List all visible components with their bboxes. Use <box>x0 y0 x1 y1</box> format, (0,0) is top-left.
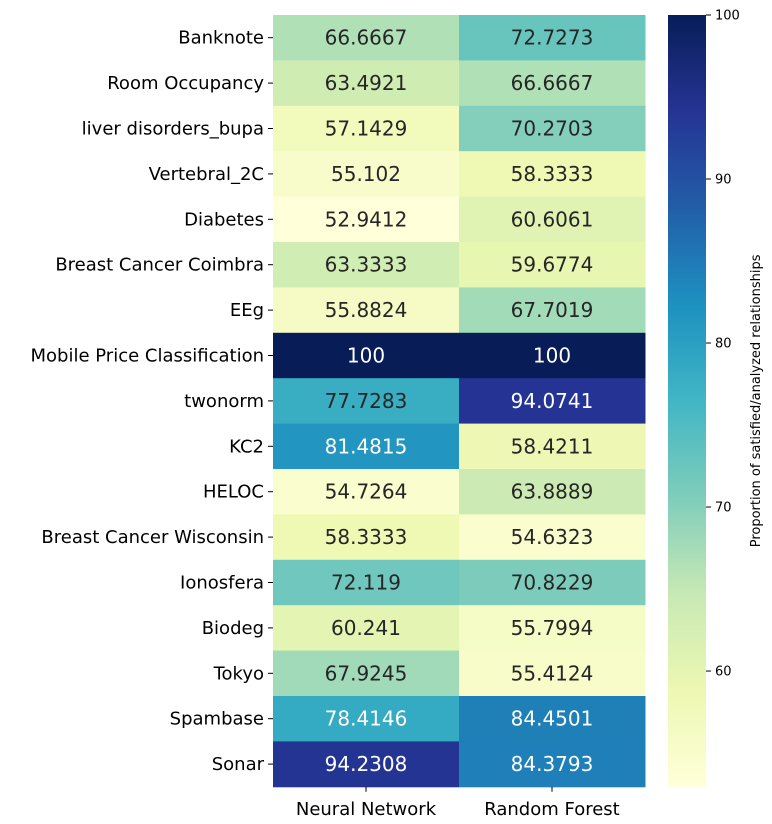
cell-value-label: 58.3333 <box>511 162 594 186</box>
heatmap-cell <box>459 332 646 379</box>
colorbar-tick-label: 100 <box>715 9 740 24</box>
cell-value-label: 67.7019 <box>511 298 594 322</box>
cell-value-label: 84.3793 <box>511 752 594 776</box>
cell-value-label: 100 <box>533 344 571 368</box>
heatmap-cell <box>459 650 646 697</box>
heatmap-cell <box>273 15 460 61</box>
colorbar-tick-label: 60 <box>715 665 732 680</box>
cell-value-label: 94.2308 <box>325 752 408 776</box>
heatmap-cell <box>273 151 460 198</box>
row-label: HELOC <box>203 482 264 503</box>
colorbar-ticks: 60 70 80 90 100 <box>706 9 740 680</box>
row-labels: Banknote Room Occupancy liver disorders_bu… <box>31 28 273 775</box>
cell-value-label: 58.3333 <box>325 525 408 549</box>
cell-value-label: 58.4211 <box>511 434 594 458</box>
heatmap-cell <box>273 242 460 288</box>
heatmap-cell <box>273 741 460 788</box>
heatmap-cell <box>273 559 460 606</box>
colorbar-label: Proportion of satisfied/analyzed relatio… <box>749 254 764 547</box>
row-label: Sonar <box>212 754 265 775</box>
heatmap-cell <box>273 696 460 742</box>
heatmap-cell <box>273 514 460 561</box>
column-labels: Neural Network Random Forest <box>296 786 620 820</box>
row-label: Room Occupancy <box>107 73 264 94</box>
colorbar <box>668 15 706 787</box>
cell-value-label: 100 <box>347 344 385 368</box>
heatmap-cell <box>273 60 460 107</box>
heatmap-cell <box>273 378 460 425</box>
cell-value-label: 59.6774 <box>511 253 594 277</box>
heatmap-cell <box>459 378 646 425</box>
cell-value-label: 84.4501 <box>511 707 594 731</box>
colorbar-tick-label: 70 <box>715 501 732 516</box>
row-label: Breast Cancer Wisconsin <box>41 527 264 548</box>
heatmap-cell <box>459 242 646 288</box>
heatmap-cell <box>459 15 646 61</box>
cell-value-label: 55.102 <box>331 162 401 186</box>
cell-value-label: 63.8889 <box>511 480 594 504</box>
heatmap-cell <box>273 423 460 470</box>
cell-value-label: 66.6667 <box>511 71 594 95</box>
heatmap-cell <box>459 105 646 152</box>
row-label: Ionosfera <box>180 573 264 594</box>
heatmap-cell <box>459 423 646 470</box>
cell-value-label: 52.9412 <box>325 207 408 231</box>
row-label: Breast Cancer Coimbra <box>55 255 264 276</box>
cell-value-label: 60.241 <box>331 616 401 640</box>
row-label: Spambase <box>170 709 264 730</box>
heatmap-cell <box>459 60 646 107</box>
heatmap-cell <box>459 469 646 515</box>
row-label: Biodeg <box>202 618 264 639</box>
cell-value-label: 70.2703 <box>511 117 594 141</box>
cell-value-label: 67.9245 <box>325 661 408 685</box>
heatmap-cell <box>459 696 646 742</box>
cell-value-label: 66.6667 <box>325 26 408 50</box>
row-label: Diabetes <box>184 209 264 230</box>
cell-value-label: 72.119 <box>331 571 401 595</box>
heatmap-cell <box>273 196 460 243</box>
cell-value-label: 54.6323 <box>511 525 594 549</box>
cell-value-label: 70.8229 <box>511 571 594 595</box>
heatmap-cell <box>273 469 460 515</box>
heatmap-cells: 66.6667 72.7273 63.4921 66.6667 57.1429 70.27… <box>273 15 646 788</box>
cell-value-label: 55.4124 <box>511 661 594 685</box>
column-label: Neural Network <box>296 799 437 820</box>
cell-value-label: 94.0741 <box>511 389 594 413</box>
row-label: Banknote <box>178 28 264 49</box>
cell-value-label: 63.4921 <box>325 71 408 95</box>
row-label: KC2 <box>229 436 264 457</box>
heatmap-cell <box>459 605 646 652</box>
heatmap-cell <box>459 287 646 334</box>
row-label: Tokyo <box>213 663 264 684</box>
heatmap-cell <box>273 287 460 334</box>
row-label: Vertebral_2C <box>149 164 264 185</box>
row-label: twonorm <box>184 391 264 412</box>
cell-value-label: 57.1429 <box>325 117 408 141</box>
colorbar-tick-label: 90 <box>715 173 732 188</box>
column-label: Random Forest <box>484 799 619 820</box>
heatmap-cell <box>459 151 646 198</box>
cell-value-label: 60.6061 <box>511 207 594 231</box>
row-label: EEg <box>230 300 264 321</box>
heatmap-cell <box>459 514 646 561</box>
row-label: Mobile Price Classification <box>31 346 265 367</box>
cell-value-label: 77.7283 <box>325 389 408 413</box>
heatmap-cell <box>273 105 460 152</box>
colorbar-tick-label: 80 <box>715 337 732 352</box>
cell-value-label: 78.4146 <box>325 707 408 731</box>
heatmap-cell <box>459 559 646 606</box>
cell-value-label: 54.7264 <box>325 480 408 504</box>
heatmap-cell <box>459 196 646 243</box>
cell-value-label: 55.7994 <box>511 616 594 640</box>
row-label: liver disorders_bupa <box>82 119 264 140</box>
cell-value-label: 81.4815 <box>325 434 408 458</box>
heatmap-cell <box>459 741 646 788</box>
cell-value-label: 72.7273 <box>511 26 594 50</box>
heatmap-cell <box>273 605 460 652</box>
cell-value-label: 55.8824 <box>325 298 408 322</box>
heatmap-cell <box>273 332 460 379</box>
heatmap-cell <box>273 650 460 697</box>
cell-value-label: 63.3333 <box>325 253 408 277</box>
